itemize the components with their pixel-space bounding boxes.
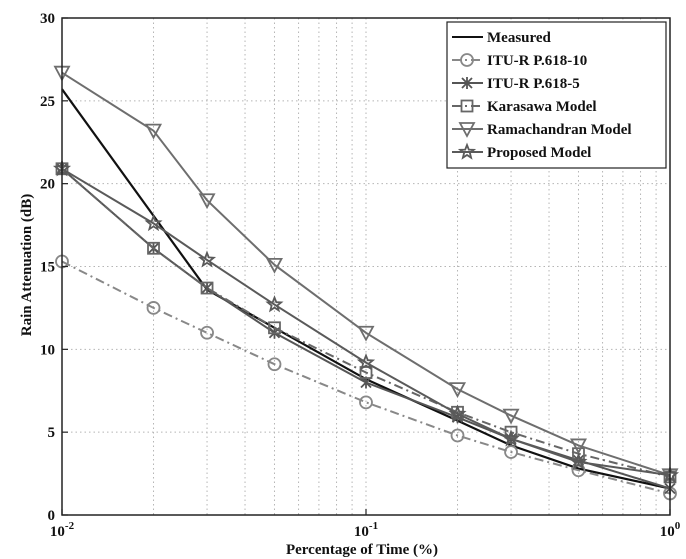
y-tick-label: 10 — [40, 342, 55, 358]
data-point — [359, 366, 373, 379]
data-point — [200, 281, 214, 295]
legend-marker — [458, 122, 476, 138]
data-point — [147, 241, 160, 255]
data-point — [357, 325, 375, 342]
data-point — [449, 382, 467, 398]
legend-item: Ramachandran Model — [452, 122, 632, 138]
legend-label: ITU-R P.618-5 — [487, 76, 580, 92]
data-point — [502, 408, 520, 425]
legend-box — [446, 21, 667, 169]
data-point — [201, 282, 213, 295]
data-point — [501, 429, 521, 447]
x-tick-label: 10-1 — [354, 520, 378, 540]
legend-item: Measured — [452, 30, 552, 46]
y-tick-label: 25 — [40, 94, 55, 110]
y-tick-label: 5 — [48, 425, 56, 441]
series-line — [61, 167, 671, 477]
legend-label: Ramachandran Model — [487, 122, 632, 138]
data-point — [145, 123, 163, 140]
y-axis-label: Rain Attenuation (dB) — [19, 194, 35, 337]
legend-marker — [460, 53, 474, 67]
y-tick-label: 0 — [48, 508, 56, 524]
legend-label: Karasawa Model — [487, 99, 597, 115]
x-tick-label: 100 — [660, 520, 681, 540]
data-point — [569, 452, 588, 470]
x-axis-label: Percentage of Time (%) — [286, 542, 438, 558]
data-point — [448, 404, 467, 422]
series-line — [61, 260, 671, 495]
series-line — [61, 71, 671, 477]
legend-label: Measured — [487, 30, 552, 46]
series-layer — [52, 65, 680, 501]
legend-item: Proposed Model — [452, 142, 591, 161]
series-line — [61, 168, 671, 478]
data-point — [198, 193, 216, 210]
legend-marker — [457, 142, 477, 160]
data-point — [504, 425, 518, 439]
data-point — [267, 357, 282, 372]
legend-marker — [461, 77, 473, 89]
data-point — [450, 428, 465, 443]
data-point — [146, 301, 161, 315]
data-point — [504, 445, 518, 459]
legend-marker — [460, 99, 474, 113]
legend-label: Proposed Model — [487, 145, 591, 161]
data-point — [144, 213, 163, 232]
x-tick-label: 10-2 — [50, 520, 75, 540]
data-point — [569, 438, 587, 455]
legend: Measured ITU-R P.618-10 ITU-R P.618-5 Karas… — [446, 21, 667, 169]
data-point — [268, 321, 281, 335]
data-point — [265, 257, 283, 274]
data-point — [265, 295, 284, 313]
legend-item: ITU-R P.618-10 — [452, 53, 587, 69]
axis-ticks: 0 5 10 15 20 25 30 10-2 10-1 100 — [40, 11, 681, 540]
y-tick-label: 20 — [40, 177, 55, 193]
data-point — [198, 250, 217, 268]
y-tick-label: 30 — [40, 11, 55, 27]
data-point — [356, 353, 376, 371]
data-point — [200, 325, 214, 340]
series-5 — [53, 65, 679, 485]
data-point — [359, 395, 373, 410]
series-6 — [52, 159, 680, 483]
legend-item: ITU-R P.618-5 — [452, 76, 580, 92]
y-tick-label: 15 — [40, 260, 55, 276]
data-point — [572, 447, 585, 461]
legend-item: Karasawa Model — [452, 99, 597, 115]
grid — [62, 18, 670, 515]
legend-label: ITU-R P.618-10 — [487, 53, 587, 69]
